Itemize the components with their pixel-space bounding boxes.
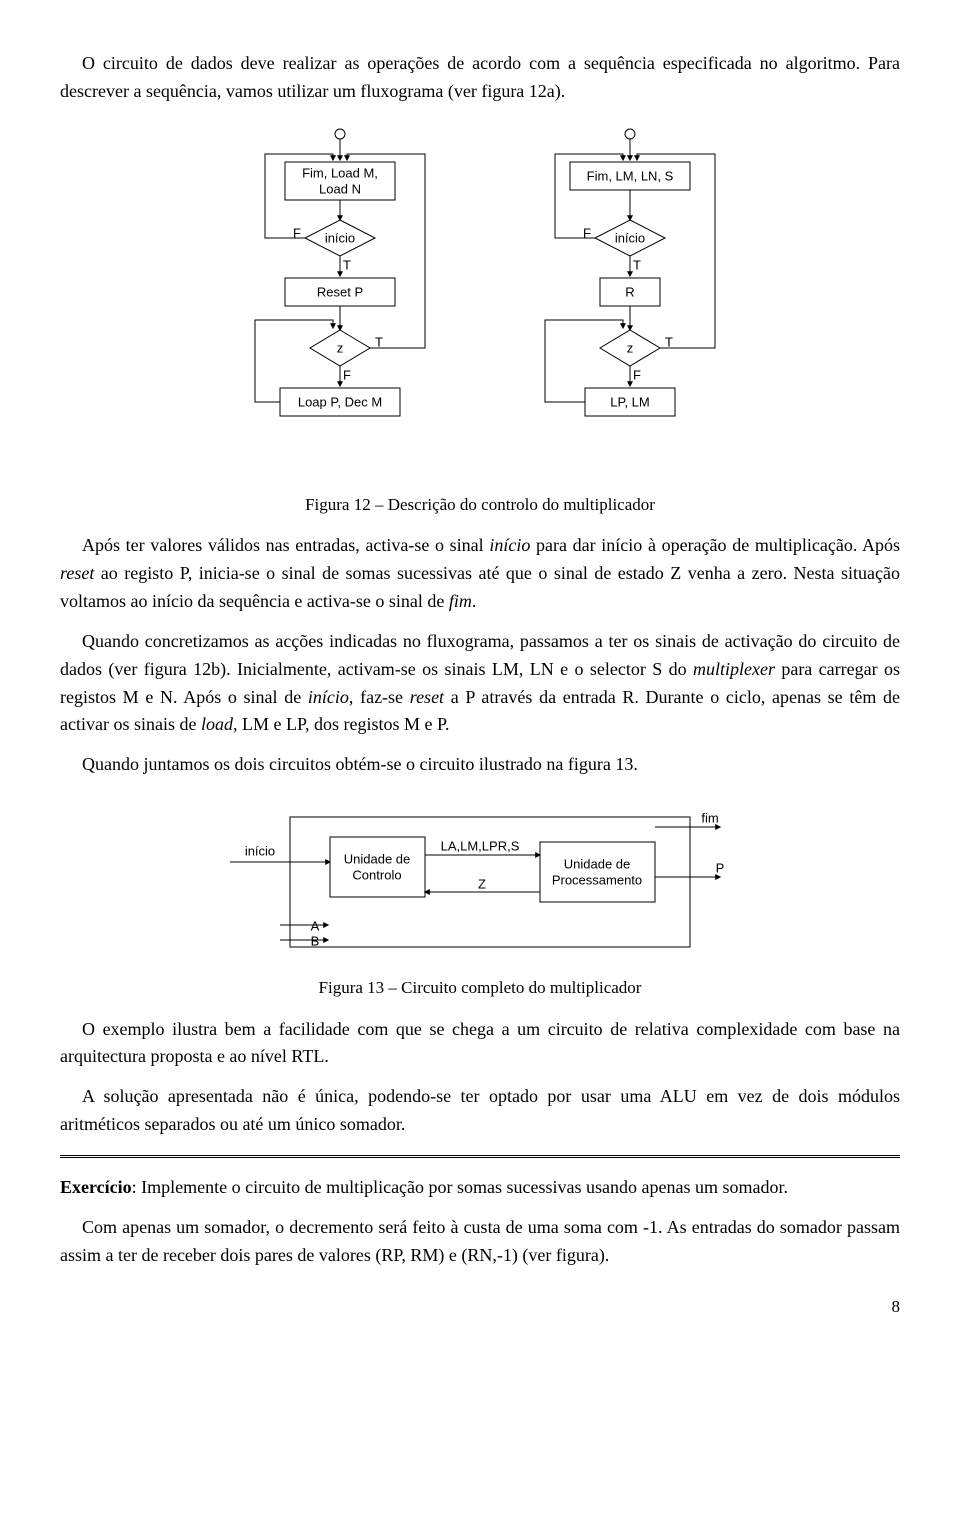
flowchart-a: Fim, Load M, Load N início F T Reset P z…: [225, 124, 445, 484]
svg-text:Controlo: Controlo: [352, 868, 401, 883]
divider: [60, 1155, 900, 1158]
svg-text:z: z: [627, 340, 634, 355]
paragraph: Com apenas um somador, o decremento será…: [60, 1214, 900, 1270]
svg-text:Unidade de: Unidade de: [344, 852, 411, 867]
svg-text:Unidade de: Unidade de: [564, 857, 631, 872]
svg-text:z: z: [337, 340, 344, 355]
svg-text:T: T: [343, 257, 351, 272]
flowchart-b: Fim, LM, LN, S início F T R z T F LP, LM: [515, 124, 735, 484]
figure-13: início Unidade de Controlo LA,LM,LPR,S Z…: [60, 797, 900, 967]
svg-text:R: R: [625, 284, 634, 299]
figure-12-caption: Figura 12 – Descrição do controlo do mul…: [60, 492, 900, 518]
page-number: 8: [60, 1294, 900, 1320]
svg-text:fim: fim: [701, 811, 718, 826]
svg-text:P: P: [716, 861, 725, 876]
exercise: Exercício: Implemente o circuito de mult…: [60, 1174, 900, 1202]
svg-text:início: início: [615, 230, 645, 245]
svg-text:Loap P, Dec M: Loap P, Dec M: [298, 394, 382, 409]
svg-text:Fim, LM, LN, S: Fim, LM, LN, S: [587, 168, 674, 183]
svg-text:Reset P: Reset P: [317, 284, 363, 299]
svg-text:B: B: [311, 934, 320, 949]
svg-text:F: F: [633, 367, 641, 382]
svg-text:Z: Z: [478, 877, 486, 892]
svg-text:T: T: [375, 334, 383, 349]
svg-text:Fim, Load M,: Fim, Load M,: [302, 165, 378, 180]
paragraph: O exemplo ilustra bem a facilidade com q…: [60, 1016, 900, 1072]
block-diagram-13: início Unidade de Controlo LA,LM,LPR,S Z…: [220, 797, 740, 967]
svg-text:A: A: [311, 919, 320, 934]
svg-text:T: T: [665, 334, 673, 349]
svg-text:Processamento: Processamento: [552, 873, 642, 888]
svg-text:início: início: [245, 844, 275, 859]
svg-text:LP, LM: LP, LM: [610, 394, 650, 409]
svg-text:F: F: [343, 367, 351, 382]
svg-text:T: T: [633, 257, 641, 272]
figure-13-caption: Figura 13 – Circuito completo do multipl…: [60, 975, 900, 1001]
paragraph: O circuito de dados deve realizar as ope…: [60, 50, 900, 106]
paragraph: Quando concretizamos as acções indicadas…: [60, 628, 900, 740]
svg-text:LA,LM,LPR,S: LA,LM,LPR,S: [441, 839, 520, 854]
paragraph: Quando juntamos os dois circuitos obtém-…: [60, 751, 900, 779]
figure-12: Fim, Load M, Load N início F T Reset P z…: [60, 124, 900, 484]
paragraph: A solução apresentada não é única, poden…: [60, 1083, 900, 1139]
svg-text:início: início: [325, 230, 355, 245]
svg-text:Load N: Load N: [319, 181, 361, 196]
paragraph: Após ter valores válidos nas entradas, a…: [60, 532, 900, 616]
